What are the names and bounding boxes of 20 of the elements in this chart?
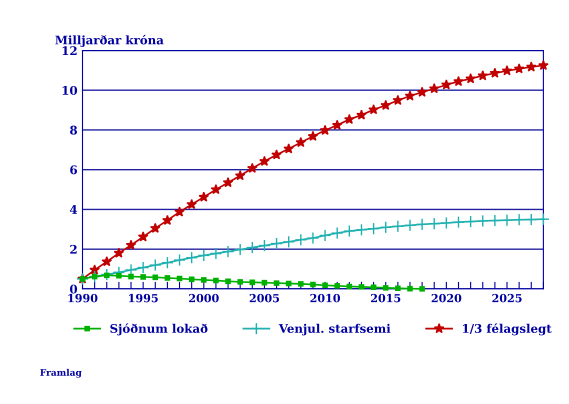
y-tick-label: 12 bbox=[62, 46, 77, 55]
y-tick-label: 6 bbox=[70, 165, 78, 174]
y-tick-label: 10 bbox=[62, 86, 78, 95]
y-tick-label: 2 bbox=[70, 244, 77, 254]
x-tick-label: 2025 bbox=[492, 294, 522, 302]
y-tick-label: 0 bbox=[70, 284, 78, 294]
x-tick-label: 2015 bbox=[371, 294, 400, 302]
x-tick-label: 2020 bbox=[432, 294, 462, 302]
y-tick-label: 4 bbox=[70, 205, 78, 214]
legend-label: Sjóðnum lokað bbox=[110, 323, 208, 336]
x-tick-label: 1995 bbox=[129, 294, 158, 302]
x-tick-label: 2010 bbox=[310, 294, 340, 302]
legend-label: 1/3 félagslegt bbox=[462, 323, 552, 336]
text: Framlag bbox=[40, 368, 82, 378]
y-axis-title: Milljarðar króna bbox=[55, 34, 164, 47]
y-tick-label: 8 bbox=[70, 126, 78, 135]
x-tick-label: 1990 bbox=[68, 294, 98, 302]
legend-label: Venjul. starfsemi bbox=[278, 324, 390, 336]
x-tick-label: 2000 bbox=[189, 294, 219, 302]
x-tick-label: 2005 bbox=[250, 294, 280, 302]
